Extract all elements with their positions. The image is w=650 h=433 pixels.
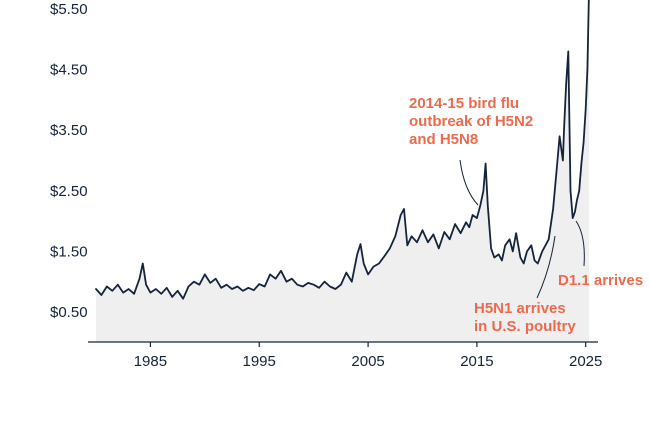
annotation-label: D1.1 arrives <box>558 272 643 289</box>
x-tick-label: 2005 <box>351 353 384 370</box>
annotation-label: 2014-15 bird flu outbreak of H5N2 and H5N8 <box>409 95 533 148</box>
annotation-label: H5N1 arrives in U.S. poultry <box>474 300 576 335</box>
y-axis: $0.50 $1.50 $2.50 $3.50 $4.50 $5.50 <box>50 1 88 321</box>
price-line <box>95 0 590 300</box>
x-tick-label: 2025 <box>569 353 602 370</box>
annotation-leader <box>459 159 479 206</box>
annotations: 2014-15 bird flu outbreak of H5N2 and H5N8… <box>409 95 643 335</box>
plot-area <box>95 0 590 342</box>
annotation-leader <box>536 235 556 299</box>
y-tick-label: $0.50 <box>50 304 88 321</box>
y-tick-label: $4.50 <box>50 62 88 79</box>
x-tick-label: 2015 <box>460 353 493 370</box>
x-tick-label: 1985 <box>134 353 167 370</box>
annotation-leader <box>575 220 585 267</box>
y-tick-label: $1.50 <box>50 243 88 260</box>
price-area-fill <box>96 0 589 342</box>
y-tick-label: $5.50 <box>50 1 88 18</box>
x-tick-label: 1995 <box>243 353 276 370</box>
y-tick-label: $2.50 <box>50 183 88 200</box>
x-axis: 1985 1995 2005 2015 2025 <box>88 341 602 370</box>
y-tick-label: $3.50 <box>50 122 88 139</box>
